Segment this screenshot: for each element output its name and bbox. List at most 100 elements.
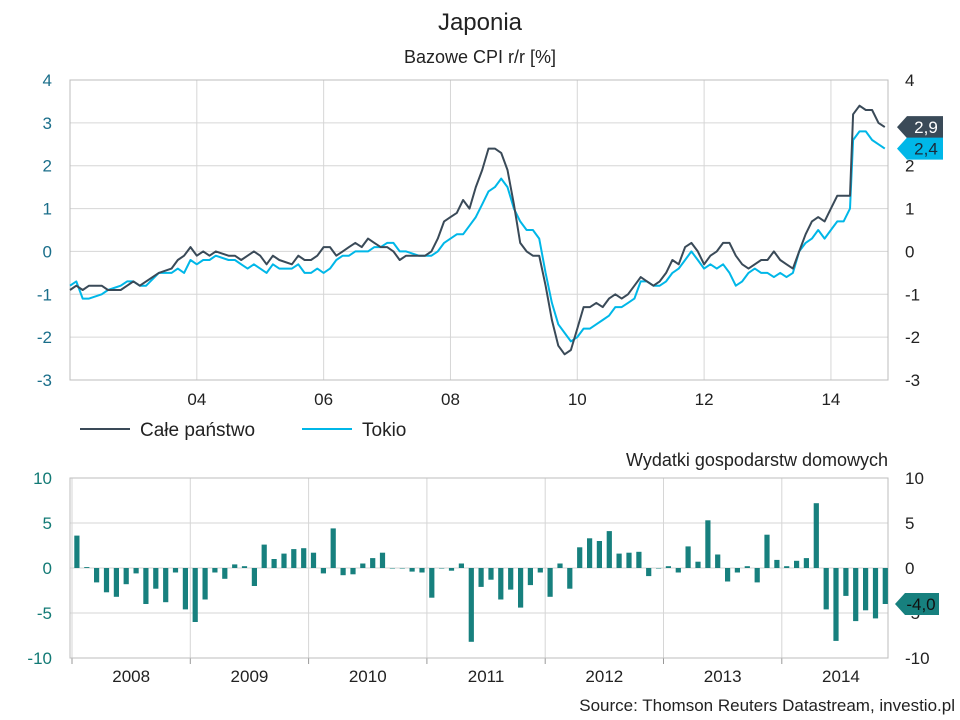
y-tick-label-left: -1 bbox=[37, 285, 52, 304]
bar bbox=[232, 564, 238, 568]
bar bbox=[379, 552, 386, 568]
bar bbox=[734, 568, 740, 573]
bar bbox=[94, 568, 100, 583]
y-tick-label-left: 0 bbox=[43, 242, 52, 261]
bar bbox=[705, 520, 711, 568]
bar bbox=[665, 566, 671, 568]
last-value-flag bbox=[895, 593, 939, 615]
bar bbox=[212, 568, 218, 573]
bar bbox=[577, 547, 583, 568]
bar bbox=[222, 568, 228, 579]
bar bbox=[439, 568, 445, 569]
x-tick-label: 14 bbox=[821, 390, 840, 409]
x-tick-label: 2010 bbox=[349, 667, 387, 686]
bar bbox=[350, 568, 356, 575]
bar bbox=[172, 568, 179, 573]
bar bbox=[675, 568, 681, 573]
x-tick-label: 08 bbox=[441, 390, 460, 409]
legend-label: Tokio bbox=[362, 420, 406, 441]
y-tick-label-right: 5 bbox=[905, 514, 914, 533]
bar bbox=[508, 568, 514, 590]
bar bbox=[754, 568, 760, 583]
bar bbox=[202, 568, 208, 600]
bar bbox=[596, 541, 602, 568]
bar bbox=[813, 503, 819, 568]
bar bbox=[636, 551, 642, 568]
bar bbox=[448, 568, 455, 571]
y-tick-label-left: 10 bbox=[33, 469, 52, 488]
bar bbox=[389, 568, 395, 569]
bar bbox=[685, 546, 691, 568]
bar bbox=[537, 568, 543, 573]
last-value-label: 2,9 bbox=[914, 118, 938, 137]
bar bbox=[784, 566, 790, 568]
chart-title: Japonia bbox=[438, 9, 523, 36]
y-tick-label-left: -5 bbox=[37, 604, 52, 623]
bar-chart-title: Wydatki gospodarstw domowych bbox=[626, 450, 888, 470]
last-value-flag bbox=[897, 116, 943, 139]
y-tick-label-right: 10 bbox=[905, 469, 924, 488]
bar bbox=[133, 568, 139, 574]
x-tick-label: 2013 bbox=[704, 667, 742, 686]
x-tick-label: 10 bbox=[568, 390, 587, 409]
bar bbox=[330, 528, 336, 568]
bar bbox=[843, 568, 849, 596]
series-line-tokio bbox=[69, 130, 886, 343]
bar bbox=[794, 560, 800, 568]
y-tick-label-left: 0 bbox=[43, 559, 52, 578]
x-tick-label: 2008 bbox=[112, 667, 150, 686]
bar bbox=[478, 568, 484, 587]
bar bbox=[882, 568, 888, 604]
x-tick-label: 2012 bbox=[585, 667, 623, 686]
bar bbox=[872, 568, 879, 619]
bar bbox=[123, 568, 129, 585]
bar bbox=[399, 568, 405, 569]
bar bbox=[84, 567, 90, 568]
x-tick-label: 12 bbox=[695, 390, 714, 409]
bar bbox=[340, 568, 346, 576]
x-tick-label: 04 bbox=[187, 390, 206, 409]
bar bbox=[301, 548, 307, 568]
y-tick-label-left: -10 bbox=[27, 649, 52, 668]
y-tick-label-right: 0 bbox=[905, 242, 914, 261]
y-tick-label-left: -2 bbox=[37, 328, 52, 347]
bar bbox=[715, 554, 721, 568]
x-tick-label: 2014 bbox=[822, 667, 860, 686]
bar bbox=[744, 566, 750, 568]
y-tick-label-right: -2 bbox=[905, 328, 920, 347]
y-tick-label-right: 4 bbox=[905, 71, 914, 90]
bar bbox=[143, 568, 149, 604]
bar bbox=[360, 563, 366, 568]
bar bbox=[310, 552, 317, 568]
y-tick-label-left: 1 bbox=[43, 200, 52, 219]
last-value-label: 2,4 bbox=[914, 140, 938, 159]
bar bbox=[764, 534, 770, 568]
y-tick-label-right: -10 bbox=[905, 649, 930, 668]
y-tick-label-left: 3 bbox=[43, 114, 52, 133]
plot-frame bbox=[69, 477, 889, 659]
legend-label: Całe państwo bbox=[140, 420, 255, 441]
bar bbox=[518, 568, 524, 608]
bar bbox=[606, 531, 612, 568]
bar bbox=[616, 553, 622, 568]
bar bbox=[458, 563, 464, 568]
bar bbox=[74, 535, 80, 568]
bar bbox=[498, 568, 504, 600]
bar bbox=[182, 568, 188, 610]
bar bbox=[103, 568, 110, 593]
bar bbox=[370, 558, 376, 568]
bar bbox=[281, 553, 287, 568]
y-tick-label-left: 5 bbox=[43, 514, 52, 533]
bar bbox=[774, 559, 780, 568]
bar bbox=[291, 549, 297, 568]
bar bbox=[863, 568, 869, 611]
y-tick-label-right: 1 bbox=[905, 200, 914, 219]
bar bbox=[261, 544, 267, 568]
cpi-line-chart: -3-3-2-2-1-100112233440406081012142,92,4 bbox=[37, 71, 943, 409]
bar bbox=[409, 568, 415, 572]
bar bbox=[153, 568, 159, 589]
bar bbox=[567, 568, 573, 589]
bar bbox=[320, 568, 326, 574]
legend: Całe państwo Tokio bbox=[80, 420, 406, 441]
